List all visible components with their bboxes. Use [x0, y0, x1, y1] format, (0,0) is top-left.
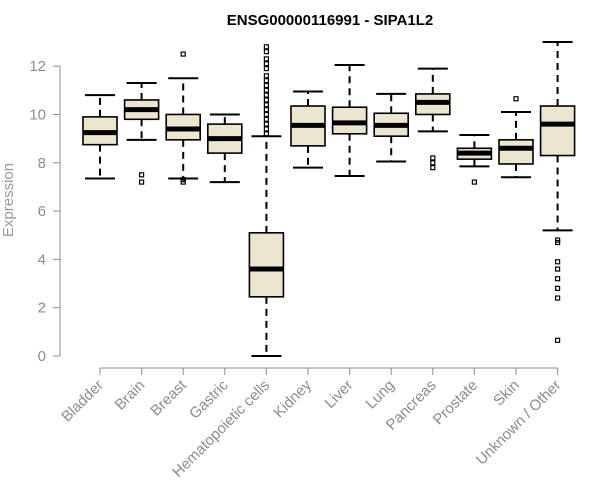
outlier-point — [263, 116, 269, 122]
y-tick-label: 2 — [38, 300, 46, 317]
box-9 — [456, 133, 493, 185]
y-tick-label: 8 — [38, 155, 46, 172]
outlier-point — [180, 179, 186, 185]
y-tick-label: 0 — [38, 348, 46, 365]
box-3 — [207, 113, 243, 184]
outlier-point — [263, 121, 269, 127]
x-tick-label: Skin — [490, 377, 523, 410]
chart-title: ENSG00000116991 - SIPA1L2 — [227, 12, 434, 29]
outlier-point — [554, 295, 561, 301]
x-tick-label: Prostate — [430, 377, 482, 429]
outlier-point — [263, 111, 269, 118]
outlier-point — [430, 165, 436, 171]
outlier-point — [554, 276, 561, 282]
outlier-point — [263, 44, 269, 50]
outlier-point — [263, 102, 269, 108]
y-tick-label: 6 — [38, 203, 46, 220]
iqr-box — [539, 105, 576, 157]
outlier-point — [554, 239, 561, 246]
iqr-box — [498, 139, 534, 165]
y-tick-label: 12 — [29, 58, 46, 75]
outlier-point — [430, 155, 436, 161]
x-tick-label: Brain — [112, 377, 149, 414]
outlier-point — [263, 131, 269, 137]
outlier-point — [513, 96, 519, 102]
outlier-point — [263, 97, 269, 103]
y-tick-label: 4 — [38, 251, 46, 268]
outlier-point — [263, 49, 269, 55]
x-tick-label: Liver — [321, 377, 356, 412]
outlier-point — [263, 82, 269, 89]
y-axis-label: Expression — [0, 163, 17, 237]
outlier-point — [263, 92, 269, 98]
outlier-point — [263, 126, 269, 132]
box-6 — [331, 63, 368, 178]
outlier-point — [471, 179, 477, 185]
outlier-point — [263, 61, 269, 67]
outlier-point — [554, 259, 561, 265]
x-tick-label: Bladder — [58, 377, 107, 426]
boxes-group — [82, 41, 576, 357]
outlier-point — [554, 266, 561, 272]
outlier-point — [139, 172, 145, 178]
box-7 — [373, 92, 410, 163]
outlier-point — [263, 56, 269, 62]
box-2 — [165, 51, 201, 185]
outlier-point — [430, 160, 436, 166]
outlier-point — [263, 65, 269, 72]
outlier-point — [263, 87, 269, 93]
iqr-box — [248, 232, 285, 298]
box-8 — [414, 67, 451, 171]
outlier-point — [180, 51, 186, 57]
outlier-point — [139, 179, 145, 185]
x-tick-label: Lung — [362, 377, 398, 413]
y-tick-label: 10 — [29, 106, 46, 123]
box-0 — [82, 94, 118, 180]
outlier-point — [263, 107, 269, 113]
box-11 — [539, 41, 576, 343]
outlier-point — [263, 73, 269, 79]
box-5 — [290, 90, 326, 169]
box-4 — [248, 44, 285, 357]
x-tick-label: Breast — [147, 376, 190, 419]
box-10 — [498, 96, 534, 179]
x-tick-label: Kidney — [270, 376, 315, 421]
y-axis: 0 2 4 6 8 10 12 — [29, 58, 61, 365]
box-1 — [123, 82, 160, 185]
outlier-point — [263, 78, 269, 84]
outlier-point — [554, 285, 561, 291]
outlier-point — [554, 337, 561, 343]
